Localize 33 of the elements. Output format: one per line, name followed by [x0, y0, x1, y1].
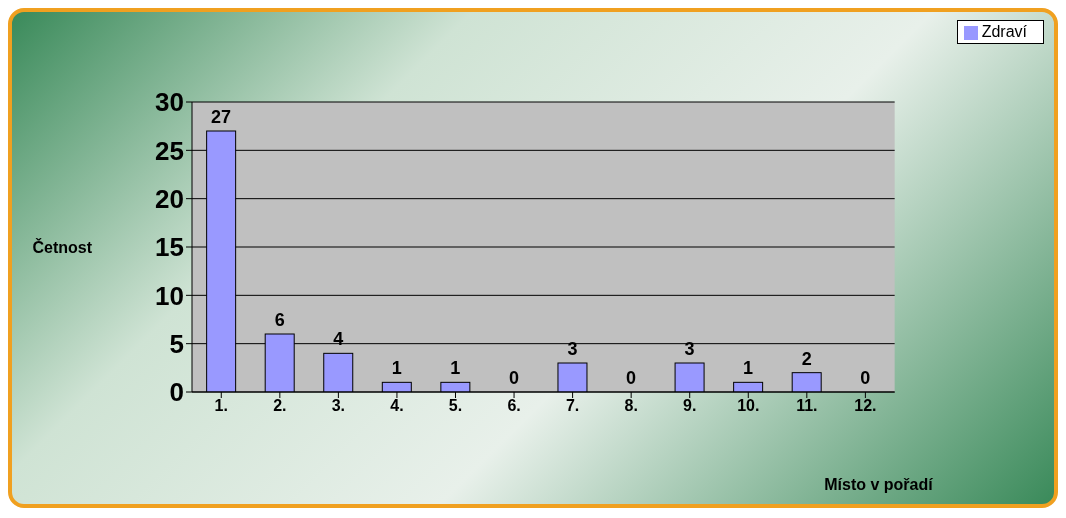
- data-label: 6: [274, 310, 285, 330]
- data-label: 1: [743, 358, 754, 379]
- x-tick-label: 3.: [331, 397, 346, 415]
- data-label: 0: [860, 368, 871, 388]
- y-tick-label: 5: [169, 328, 184, 359]
- data-label: 0: [626, 368, 637, 388]
- y-tick-label: 25: [155, 135, 184, 166]
- y-tick-label: 0: [169, 377, 184, 408]
- y-tick-label: 15: [155, 232, 184, 263]
- x-tick-label: 2.: [273, 397, 287, 415]
- x-tick-label: 9.: [683, 397, 697, 415]
- y-axis-title: Četnost: [32, 237, 93, 256]
- x-axis-title: Místo v pořadí: [824, 476, 934, 493]
- legend-label: Zdraví: [981, 23, 1027, 40]
- x-tick-label: 11.: [796, 397, 818, 415]
- x-tick-label: 1.: [214, 397, 228, 415]
- y-tick-label: 10: [155, 280, 184, 311]
- x-tick-label: 7.: [565, 397, 580, 415]
- x-tick-label: 4.: [390, 397, 404, 415]
- data-label: 3: [684, 339, 695, 359]
- y-tick-label: 30: [155, 87, 184, 118]
- data-label: 3: [567, 339, 578, 359]
- y-tick-label: 20: [155, 183, 184, 214]
- data-label: 0: [508, 368, 519, 388]
- data-label: 1: [450, 358, 461, 379]
- data-label: 2: [801, 348, 812, 369]
- x-tick-label: 12.: [854, 397, 877, 415]
- x-tick-label: 5.: [448, 397, 463, 415]
- x-tick-label: 10.: [737, 397, 760, 415]
- x-tick-label: 6.: [507, 397, 521, 415]
- x-tick-label: 8.: [624, 397, 638, 415]
- data-label: 1: [391, 358, 402, 379]
- data-label: 27: [211, 107, 232, 127]
